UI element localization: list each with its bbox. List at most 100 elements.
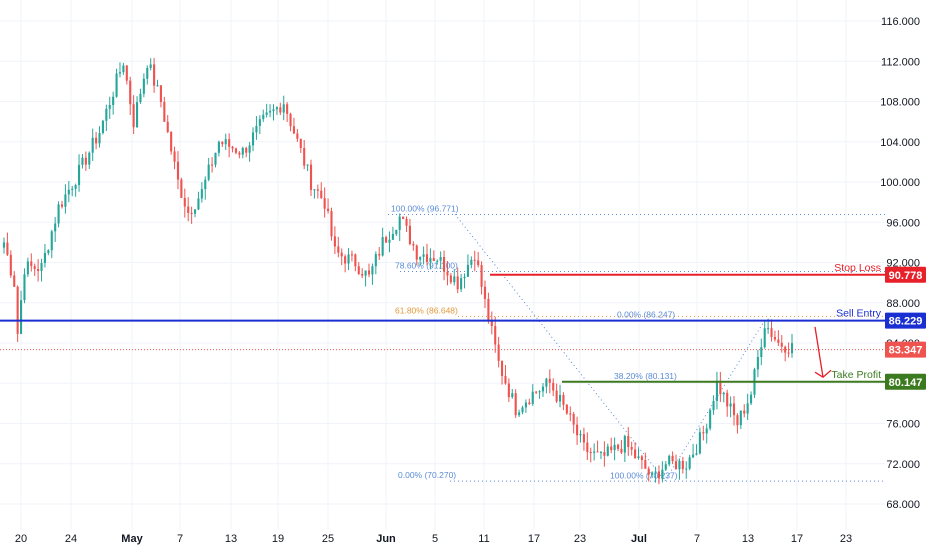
candle-body [398, 216, 401, 230]
candle-body [2, 242, 6, 248]
candle-body [183, 197, 186, 207]
candle-body [255, 125, 258, 133]
candle-body [333, 236, 336, 247]
candle-body [507, 383, 510, 398]
candle-body [272, 109, 275, 111]
candle-body [364, 270, 367, 276]
candle-body [722, 392, 725, 395]
candle-body [548, 378, 551, 383]
candle-body [558, 394, 562, 402]
candle-body [593, 451, 596, 453]
candle-body [456, 276, 459, 290]
candle-body [153, 64, 156, 86]
down-arrow-head-icon [814, 369, 832, 379]
candle-body [494, 326, 497, 345]
candle-body [657, 471, 661, 479]
candle-body [214, 152, 217, 165]
candle-body [545, 378, 548, 387]
candle-body [405, 218, 408, 226]
candle-body [95, 137, 98, 144]
candle-body [531, 391, 534, 404]
candle-body [395, 229, 398, 235]
candle-body [743, 410, 746, 414]
candle-body [746, 403, 749, 414]
candle-body [361, 273, 364, 276]
fibonacci-overlay: 100.00% (96.771) 78.60% (91.100) 61.80% (8… [388, 203, 885, 482]
x-tick-label: 19 [272, 533, 284, 545]
candle-body [81, 157, 84, 165]
candle-body [463, 276, 466, 279]
candle-body [129, 80, 132, 105]
candle-body [176, 161, 180, 180]
candle-body [784, 346, 787, 353]
candle-body [661, 469, 664, 479]
candle-body [9, 254, 12, 276]
candle-body [200, 189, 203, 199]
y-tick-label: 104.000 [880, 137, 920, 149]
time-axis[interactable]: 20 24 May 7 13 19 25 Jun 5 11 17 23 Jul 7 13 17 23 [15, 533, 852, 545]
candle-body [122, 65, 125, 73]
candle-body [299, 138, 302, 148]
candle-body [477, 260, 480, 266]
x-tick-label: 23 [840, 533, 852, 545]
candle-body [292, 126, 296, 134]
fib-level-label: 0.00% (86.247) [617, 309, 675, 319]
candle-body [726, 392, 729, 407]
candle-body [173, 151, 176, 162]
candle-body [19, 300, 23, 334]
candle-body [275, 107, 278, 110]
candle-body [483, 286, 487, 299]
candle-body [473, 259, 476, 261]
candle-body [504, 375, 507, 384]
candle-body [408, 225, 411, 245]
y-tick-label: 116.000 [881, 16, 920, 28]
candle-body [541, 386, 545, 392]
candle-body [385, 237, 388, 243]
candle-body [750, 394, 753, 404]
candle-body [436, 260, 439, 262]
candle-body [555, 390, 558, 402]
candle-body [112, 96, 115, 106]
candle-body [388, 239, 391, 243]
candle-body [640, 456, 643, 461]
candle-body [736, 415, 739, 426]
candle-body [449, 275, 452, 283]
price-axis[interactable]: 116.000 112.000 108.000 104.000 100.000 96.00… [880, 16, 926, 511]
candle-body [258, 119, 261, 126]
candle-body [422, 254, 425, 257]
candle-body [790, 343, 794, 354]
chart-grid [0, 0, 885, 530]
candle-body [306, 164, 309, 166]
candle-body [159, 85, 162, 102]
candle-body [729, 403, 732, 407]
candle-body [466, 264, 469, 277]
candle-body [180, 179, 183, 198]
candle-body [139, 93, 142, 103]
candle-body [350, 254, 354, 256]
candle-body [207, 164, 210, 180]
candle-body [64, 194, 67, 207]
candle-body [248, 145, 251, 153]
candle-body [262, 114, 265, 120]
candle-body [562, 394, 565, 405]
x-tick-label: 24 [65, 533, 77, 545]
candle-body [357, 266, 360, 274]
candle-body [23, 274, 26, 301]
candle-body [760, 347, 763, 357]
candle-body [419, 256, 422, 260]
candle-body [371, 266, 374, 275]
candle-body [170, 132, 173, 152]
candle-body [381, 237, 384, 256]
candle-body [412, 244, 415, 246]
candle-body [303, 147, 306, 166]
candle-body [313, 189, 316, 191]
candle-body [60, 204, 64, 207]
candle-body [524, 402, 527, 408]
candle-body [586, 442, 589, 453]
x-tick-label: 7 [177, 533, 183, 545]
candle-body [286, 104, 289, 114]
candle-body [344, 256, 347, 264]
candle-body [664, 464, 667, 470]
candle-body [50, 231, 53, 251]
